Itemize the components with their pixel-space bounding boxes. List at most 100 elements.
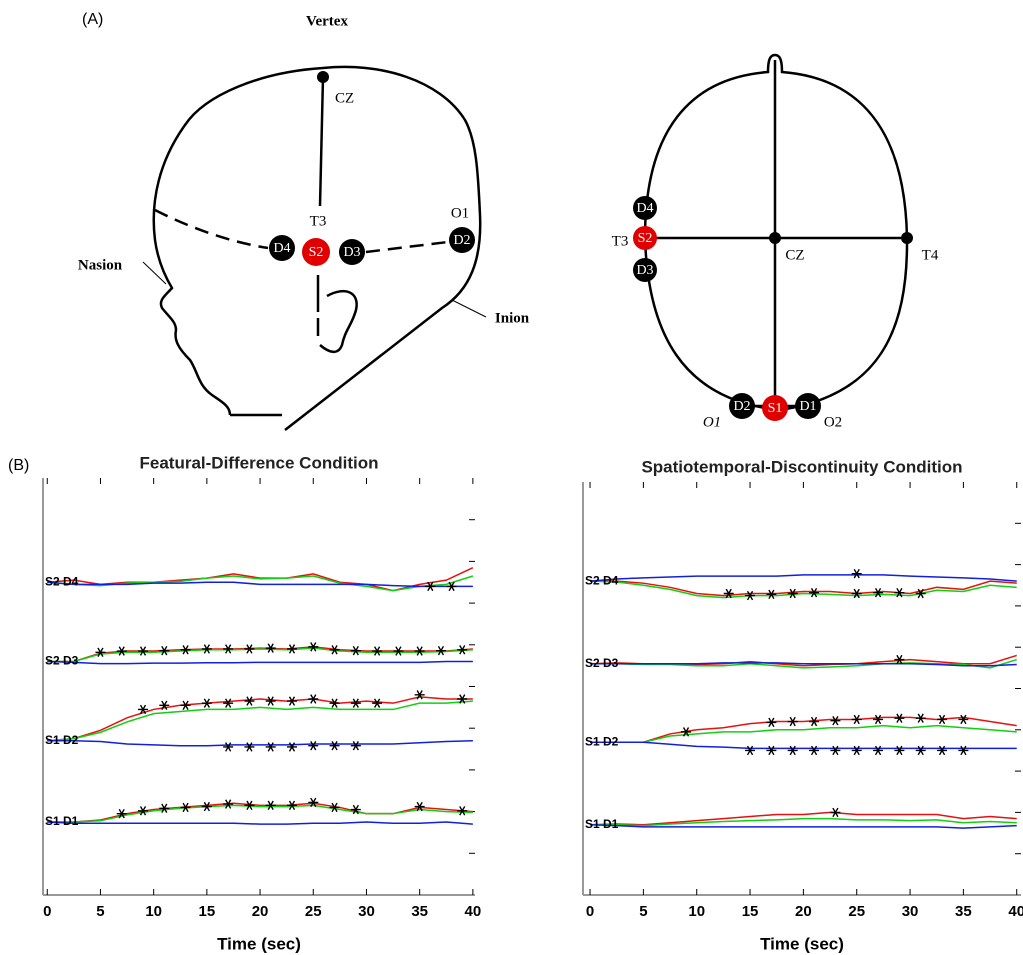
inion-label: Inion [495,310,530,326]
significance-star [723,588,734,599]
x-tick-label: 5 [639,903,647,920]
significance-star [138,806,149,816]
electrode [633,196,657,220]
chart-title: Featural-Difference Condition [140,453,379,472]
significance-star [244,696,255,706]
significance-star [915,588,926,599]
channel-label: S2 D4 [585,573,619,587]
significance-star [308,642,319,652]
ear [316,290,358,353]
significance-star [894,745,905,756]
significance-star [894,654,905,665]
x-tick-label: 25 [305,903,322,920]
electrode-label: S2 [638,231,653,246]
trace [47,696,473,742]
x-tick-label: 40 [465,903,482,920]
significance-star [766,589,777,600]
x-tick-label: 0 [43,903,51,920]
significance-star [414,646,425,656]
cz-dot [317,71,329,83]
significance-star [180,802,191,813]
significance-star [286,742,297,752]
significance-star [329,741,340,751]
trace [590,817,1017,827]
significance-star [286,696,297,706]
significance-star [681,727,692,737]
significance-star [915,713,926,723]
significance-star [873,714,884,725]
significance-star [937,714,948,725]
trace [590,658,1017,669]
significance-star [201,801,212,812]
significance-star [308,797,319,808]
electrode [269,235,295,261]
significance-star [851,588,862,599]
cz-label: CZ [785,247,804,263]
channel-label: S1 D1 [45,814,79,828]
vertex-label: Vertex [306,13,348,29]
significance-star [180,645,191,655]
panel-label: (A) [82,11,103,28]
significance-star [286,800,297,811]
x-axis-label: Time (sec) [217,934,301,953]
significance-star [873,745,884,756]
trace [590,824,1017,829]
trace [590,724,1017,743]
significance-star [244,742,255,752]
electrode-label: D2 [733,399,750,414]
significance-star [830,716,841,726]
significance-star [393,646,404,656]
electrode-label: S1 [768,401,783,416]
significance-star [435,645,446,656]
t3-label: T3 [310,213,327,229]
significance-star [159,645,170,656]
pointer [451,299,487,318]
significance-star [223,644,234,654]
electrode [762,395,788,421]
x-tick-label: 20 [795,903,812,920]
significance-star [265,742,276,752]
significance-star [787,588,798,599]
significance-star [159,803,170,813]
x-tick-label: 35 [955,903,972,920]
significance-star [223,742,234,752]
significance-star [329,802,340,813]
channel-label: S2 D4 [45,574,79,588]
channel-label: S2 D3 [45,654,79,668]
electrode [339,239,365,265]
significance-star [915,745,926,756]
significance-star [350,741,361,751]
x-tick-label: 10 [688,903,705,920]
trace [47,581,473,588]
x-tick-label: 30 [902,903,919,920]
significance-star [830,745,841,756]
trace [47,647,473,663]
trace [589,574,1017,582]
cz-dot [769,232,781,244]
significance-star [138,704,149,715]
significance-star [372,646,383,656]
significance-star [265,643,276,653]
t4-label: T4 [922,247,939,263]
significance-star [809,587,820,598]
x-tick-label: 15 [199,903,216,920]
nasion-label: Nasion [78,257,123,273]
significance-star [809,716,820,727]
significance-star [958,745,969,756]
significance-star [851,714,862,725]
significance-star [180,700,191,710]
x-tick-label: 5 [96,903,104,920]
x-tick-label: 30 [358,903,375,920]
electrode-label: D3 [343,245,360,260]
significance-star [787,716,798,727]
electrode-label: D4 [636,201,653,216]
significance-star [446,581,457,592]
o1-label: O1 [451,205,469,221]
significance-star [372,698,383,708]
significance-star [457,694,468,704]
channel-label: S1 D2 [45,733,79,747]
trace [590,811,1017,826]
significance-star [414,690,425,700]
electrode-label: D1 [799,399,816,414]
